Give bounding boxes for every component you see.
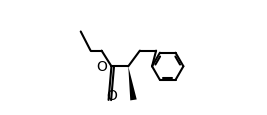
Polygon shape bbox=[128, 67, 137, 101]
Text: O: O bbox=[96, 59, 107, 73]
Text: O: O bbox=[107, 89, 117, 102]
